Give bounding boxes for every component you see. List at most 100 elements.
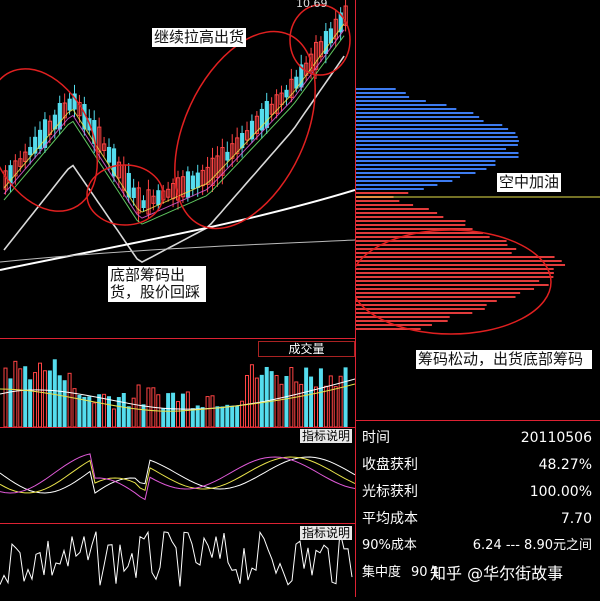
candle-body bbox=[77, 102, 82, 117]
candle-body bbox=[338, 12, 343, 33]
volume-bar bbox=[294, 381, 299, 428]
volume-bar bbox=[42, 370, 47, 428]
candle-body bbox=[13, 160, 18, 177]
candle-body bbox=[116, 161, 122, 179]
volume-bar bbox=[264, 366, 269, 428]
volume-bar bbox=[274, 374, 279, 428]
indicator2-label[interactable]: 指标说明 bbox=[300, 526, 353, 540]
chip-bar bbox=[356, 180, 453, 182]
chip-bar bbox=[356, 220, 466, 222]
chip-bar bbox=[356, 96, 410, 98]
chip-bar bbox=[356, 216, 444, 218]
stat-value: 6.24 --- 8.90元之间 bbox=[472, 538, 592, 553]
moving-average-line bbox=[3, 35, 345, 225]
volume-bar bbox=[107, 396, 111, 428]
stat-row-close-profit: 收盘获利 48.27% bbox=[356, 454, 600, 476]
stat-value: 20110506 bbox=[520, 430, 592, 446]
chip-bar bbox=[356, 308, 485, 310]
chip-stats-panel: 时间 20110506 收盘获利 48.27% 光标获利 100.00% 平均成… bbox=[356, 425, 600, 597]
stat-row-time: 时间 20110506 bbox=[356, 427, 600, 449]
candle-body bbox=[67, 98, 72, 111]
candle-body bbox=[205, 166, 210, 185]
candle-body bbox=[111, 148, 117, 177]
chip-bar bbox=[356, 168, 487, 170]
indicator1-line bbox=[0, 456, 356, 494]
annotation-circle bbox=[174, 30, 316, 230]
chip-bar bbox=[356, 144, 518, 146]
chip-bar bbox=[356, 92, 406, 94]
chip-bar bbox=[356, 260, 562, 262]
chip-bar bbox=[356, 120, 484, 122]
pane-divider-indicators bbox=[0, 523, 355, 524]
volume-bar bbox=[33, 372, 38, 428]
candle-body bbox=[269, 103, 274, 115]
chip-distribution-chart[interactable] bbox=[350, 0, 600, 420]
volume-ma-line bbox=[0, 378, 356, 410]
indicator-chart-1[interactable] bbox=[0, 428, 356, 523]
candle-body bbox=[235, 137, 240, 155]
volume-bar bbox=[323, 385, 328, 428]
volume-bar bbox=[136, 384, 141, 428]
volume-bar bbox=[284, 376, 289, 428]
volume-bar bbox=[304, 367, 309, 428]
volume-bar bbox=[328, 375, 333, 428]
chip-bar bbox=[356, 264, 566, 266]
candle-body bbox=[97, 126, 102, 153]
candle-body bbox=[102, 143, 107, 151]
annotation-circle bbox=[289, 4, 351, 76]
volume-bar bbox=[230, 405, 235, 428]
indicator1-label[interactable]: 指标说明 bbox=[300, 429, 353, 443]
indicator-chart-2[interactable] bbox=[0, 524, 355, 597]
chip-bar bbox=[356, 112, 474, 114]
candlestick-chart[interactable] bbox=[0, 0, 356, 338]
candle-body bbox=[23, 151, 28, 163]
candle-body bbox=[62, 102, 67, 119]
volume-bar bbox=[77, 394, 82, 428]
volume-bar bbox=[97, 394, 102, 428]
stat-key: 时间 bbox=[362, 430, 390, 446]
candle-body bbox=[185, 171, 191, 198]
volume-bar bbox=[279, 383, 284, 428]
candle-body bbox=[333, 18, 338, 40]
candle-body bbox=[323, 31, 329, 54]
volume-bar bbox=[121, 393, 126, 428]
volume-bar bbox=[289, 366, 294, 428]
chip-bar bbox=[356, 248, 517, 250]
volume-bar bbox=[67, 372, 72, 428]
pane-divider-chip-stats bbox=[356, 420, 600, 421]
volume-label[interactable]: 成交量 bbox=[258, 341, 355, 357]
candle-body bbox=[42, 119, 48, 148]
chip-bar bbox=[356, 148, 507, 150]
candle-body bbox=[318, 41, 324, 58]
stat-value: 48.27% bbox=[538, 457, 592, 473]
chip-bar bbox=[356, 292, 521, 294]
chip-bar bbox=[356, 268, 554, 270]
annotation-circle bbox=[86, 164, 164, 226]
candle-body bbox=[190, 175, 195, 190]
volume-bar bbox=[318, 368, 323, 428]
stat-row-concentration: 集中度 90 1 bbox=[356, 562, 600, 584]
candle-body bbox=[264, 100, 269, 128]
chip-bar bbox=[356, 236, 490, 238]
volume-bar bbox=[245, 374, 249, 428]
volume-bar bbox=[220, 406, 225, 428]
volume-bar bbox=[28, 379, 33, 428]
candle-body bbox=[328, 28, 333, 44]
chip-bar bbox=[356, 208, 429, 210]
volume-bar bbox=[82, 396, 87, 428]
candle-body bbox=[156, 190, 161, 206]
volume-bar bbox=[3, 367, 8, 428]
volume-bar bbox=[92, 402, 97, 428]
stat-key: 90%成本 bbox=[362, 538, 417, 553]
volume-bar bbox=[62, 380, 67, 428]
chip-bar bbox=[356, 132, 516, 134]
volume-bar bbox=[47, 370, 52, 428]
volume-chart[interactable] bbox=[0, 339, 356, 428]
chip-bar bbox=[356, 124, 503, 126]
annotation-circle bbox=[0, 68, 99, 212]
candlestick-svg bbox=[0, 0, 356, 271]
pane-divider-price-volume bbox=[0, 338, 355, 339]
volume-bar bbox=[23, 366, 28, 428]
chip-bar bbox=[356, 164, 496, 166]
moving-average-line bbox=[3, 23, 345, 213]
